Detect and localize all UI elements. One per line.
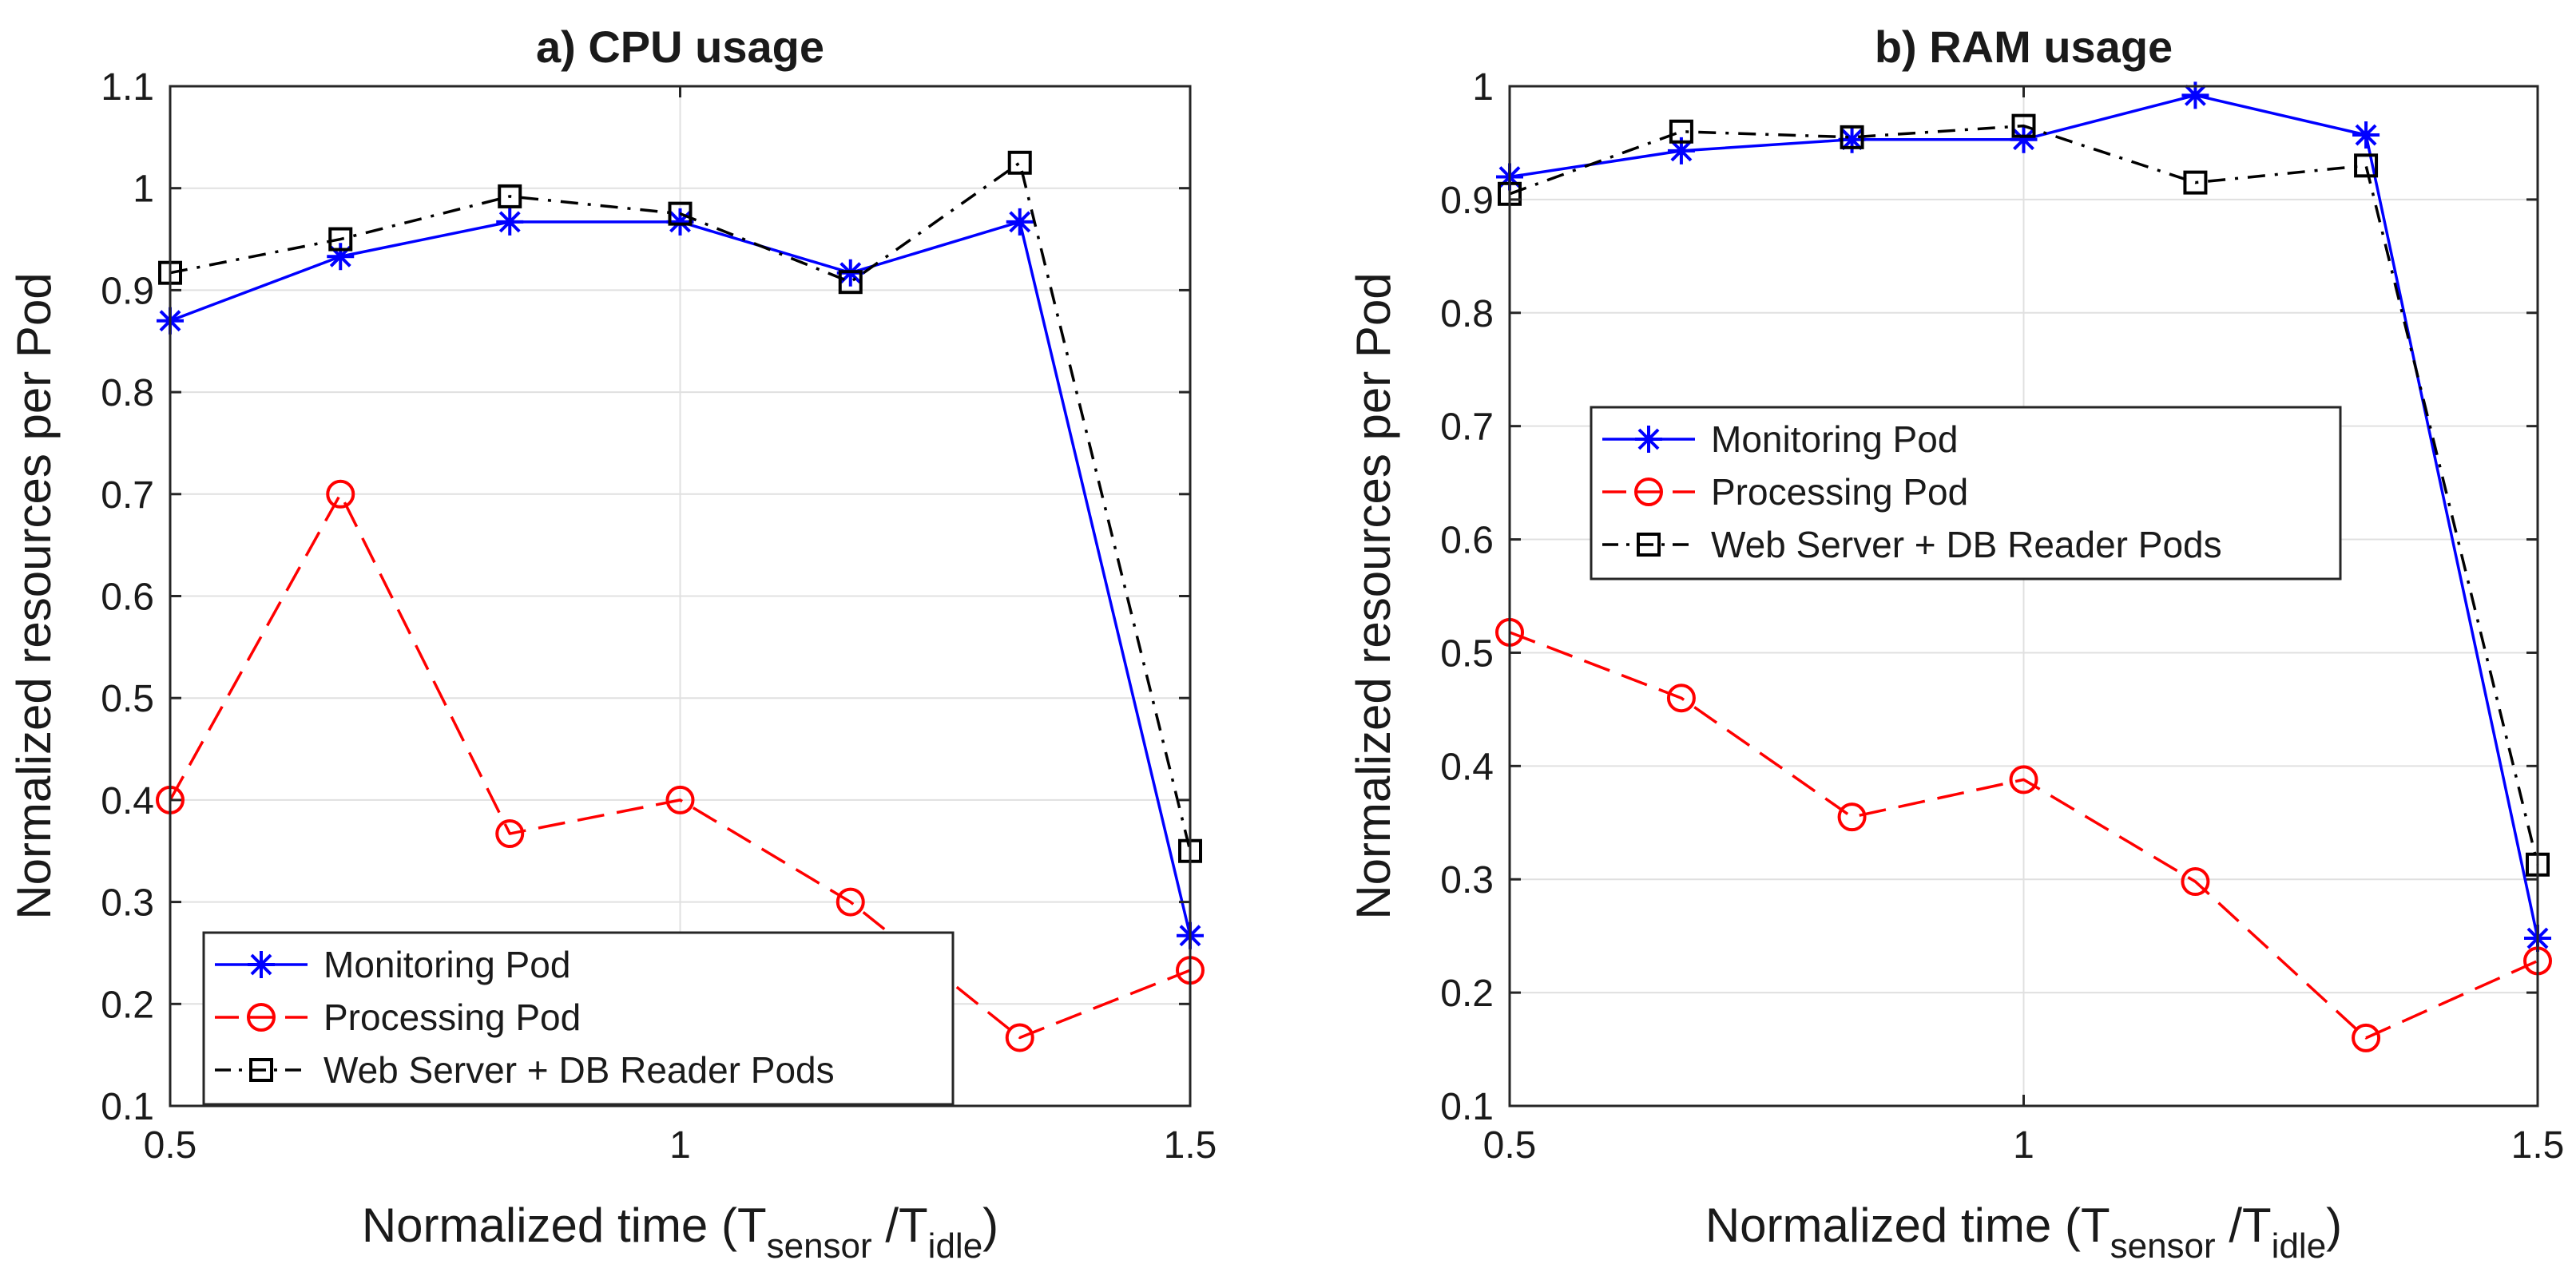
legend-entry: Web Server + DB Reader Pods — [323, 1049, 835, 1091]
x-axis-label-mid: /T — [872, 1199, 928, 1252]
x-axis-label-main: Normalized time (T — [362, 1199, 767, 1252]
y-tick-label: 0.4 — [101, 780, 154, 822]
series-line — [1509, 631, 2538, 1040]
x-axis-label: Normalized time (Tsensor /Tidle) — [1705, 1199, 2342, 1266]
data-point-circle — [2352, 1023, 2381, 1052]
legend: Monitoring Pod Processing Pod Web Server +… — [202, 931, 955, 1106]
y-tick-label: 0.1 — [101, 1086, 154, 1128]
legend-marker-circle — [1634, 477, 1663, 506]
y-tick-label: 0.2 — [1440, 973, 1494, 1015]
data-point-circle — [326, 479, 355, 509]
data-point-star — [496, 208, 524, 236]
x-axis-label-mid: /T — [2216, 1199, 2272, 1252]
y-tick-label: 0.5 — [1440, 632, 1494, 675]
data-point-circle — [1837, 802, 1867, 832]
x-tick-label: 1 — [669, 1124, 691, 1167]
x-axis-label-end: ) — [982, 1199, 998, 1252]
legend-entry: Web Server + DB Reader Pods — [1711, 524, 2222, 565]
y-axis-label: Normalized resources per Pod — [7, 272, 61, 919]
y-tick-label: 0.6 — [101, 577, 154, 619]
y-tick-label: 0.9 — [1440, 180, 1494, 222]
x-axis-label-sub-idle: idle — [928, 1226, 983, 1266]
x-axis-label-sub-sensor: sensor — [767, 1226, 872, 1266]
x-axis-label-sub-idle: idle — [2272, 1226, 2327, 1266]
x-tick-label: 1 — [2013, 1124, 2034, 1167]
y-tick-label: 1 — [1472, 66, 1494, 109]
data-point-circle — [2181, 867, 2210, 897]
x-tick-label: 1.5 — [2511, 1124, 2565, 1167]
data-point-circle — [836, 887, 865, 917]
data-point-square — [2183, 170, 2208, 195]
legend-box — [202, 931, 955, 1106]
y-tick-label: 0.7 — [101, 474, 154, 517]
data-point-circle — [2009, 765, 2038, 795]
legend-marker-square — [249, 1058, 273, 1082]
series-line — [169, 161, 1192, 852]
data-point-circle — [495, 819, 525, 849]
data-point-star — [666, 208, 694, 236]
x-axis-label-end: ) — [2326, 1199, 2342, 1252]
y-tick-label: 0.1 — [1440, 1086, 1494, 1128]
data-point-square — [668, 201, 693, 226]
legend-entry: Monitoring Pod — [323, 944, 570, 985]
series-line — [1509, 124, 2539, 866]
data-point-star — [2010, 125, 2038, 153]
legend: Monitoring Pod Processing Pod Web Server +… — [1590, 406, 2342, 581]
data-point-star — [327, 243, 355, 271]
chart-panel-cpu: 0.1 0.2 0.3 0.4 0.5 0.6 0.7 0.8 0.9 1 1.1 0.5 1 1.5 a)… — [7, 22, 1217, 1266]
data-point-star — [1006, 208, 1034, 236]
data-point-square — [1669, 119, 1693, 144]
y-axis-label: Normalized resources per Pod — [1347, 272, 1400, 919]
legend-marker-square — [1637, 533, 1661, 557]
legend-marker-star — [248, 951, 275, 978]
y-tick-label: 0.8 — [101, 372, 154, 414]
data-point-circle — [1005, 1023, 1034, 1052]
data-point-square — [2011, 113, 2036, 138]
chart-title: b) RAM usage — [1875, 22, 2173, 72]
chart-panel-ram: 0.1 0.2 0.3 0.4 0.5 0.6 0.7 0.8 0.9 1 0.5 1 1.5 b) RA… — [1347, 22, 2564, 1266]
data-point-star — [1838, 125, 1866, 153]
series-line — [169, 493, 1191, 1040]
x-axis-label-main: Normalized time (T — [1705, 1199, 2110, 1252]
legend-entry: Processing Pod — [323, 997, 581, 1038]
y-tick-label: 0.3 — [101, 882, 154, 925]
legend-marker-circle — [247, 1003, 276, 1032]
data-point-star — [2352, 121, 2380, 149]
y-tick-label: 0.6 — [1440, 520, 1494, 562]
legend-marker-star — [1635, 426, 1662, 453]
data-point-circle — [1666, 684, 1696, 713]
legend-box — [1590, 406, 2342, 581]
data-point-square — [328, 227, 353, 252]
data-point-star — [1667, 137, 1695, 164]
x-tick-label: 0.5 — [144, 1124, 197, 1167]
y-tick-label: 1 — [133, 168, 154, 211]
x-tick-label: 1.5 — [1164, 1124, 1217, 1167]
y-tick-label: 0.5 — [101, 678, 154, 720]
data-point-square — [498, 184, 522, 208]
y-tick-label: 0.7 — [1440, 406, 1494, 449]
data-point-circle — [665, 785, 695, 814]
y-tick-label: 0.3 — [1440, 859, 1494, 901]
data-point-square — [838, 270, 863, 295]
y-tick-label: 0.4 — [1440, 746, 1494, 788]
y-tick-label: 0.2 — [101, 984, 154, 1026]
legend-entry: Monitoring Pod — [1711, 418, 1958, 460]
x-tick-label: 0.5 — [1483, 1124, 1537, 1167]
y-tick-label: 0.8 — [1440, 293, 1494, 335]
data-point-square — [1840, 125, 1864, 149]
legend-entry: Processing Pod — [1711, 471, 1968, 513]
y-tick-label: 1.1 — [101, 66, 154, 109]
x-axis-label-sub-sensor: sensor — [2110, 1226, 2216, 1266]
data-point-square — [2354, 153, 2379, 178]
y-tick-label: 0.9 — [101, 270, 154, 312]
data-point-star — [2181, 81, 2209, 109]
chart-title: a) CPU usage — [536, 22, 824, 72]
x-axis-label: Normalized time (Tsensor /Tidle) — [362, 1199, 998, 1266]
data-point-square — [1007, 150, 1032, 175]
